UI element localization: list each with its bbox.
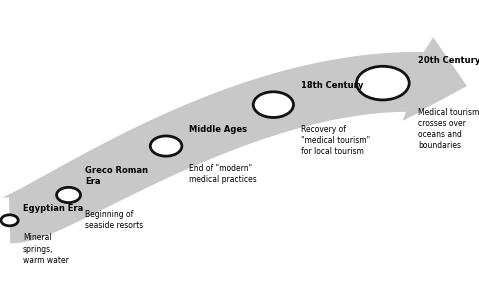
- Polygon shape: [2, 52, 424, 243]
- Circle shape: [1, 215, 18, 226]
- Text: 20th Century: 20th Century: [418, 56, 479, 65]
- Circle shape: [57, 187, 80, 203]
- Text: Greco Roman
Era: Greco Roman Era: [85, 166, 148, 186]
- Text: Mineral
springs,
warm water: Mineral springs, warm water: [23, 233, 69, 265]
- Text: 18th Century: 18th Century: [301, 81, 363, 90]
- Circle shape: [253, 92, 294, 118]
- Polygon shape: [403, 37, 467, 121]
- Circle shape: [150, 136, 182, 156]
- Circle shape: [356, 66, 409, 100]
- Text: Egyptian Era: Egyptian Era: [23, 204, 83, 213]
- Text: Middle Ages: Middle Ages: [189, 125, 247, 134]
- Text: Beginning of
seaside resorts: Beginning of seaside resorts: [85, 210, 144, 230]
- Text: Recovery of
"medical tourism"
for local tourism: Recovery of "medical tourism" for local …: [301, 125, 370, 156]
- Text: End of "modern"
medical practices: End of "modern" medical practices: [189, 164, 257, 184]
- Text: Medical tourism
crosses over
oceans and
boundaries: Medical tourism crosses over oceans and …: [418, 108, 479, 150]
- Polygon shape: [403, 37, 433, 121]
